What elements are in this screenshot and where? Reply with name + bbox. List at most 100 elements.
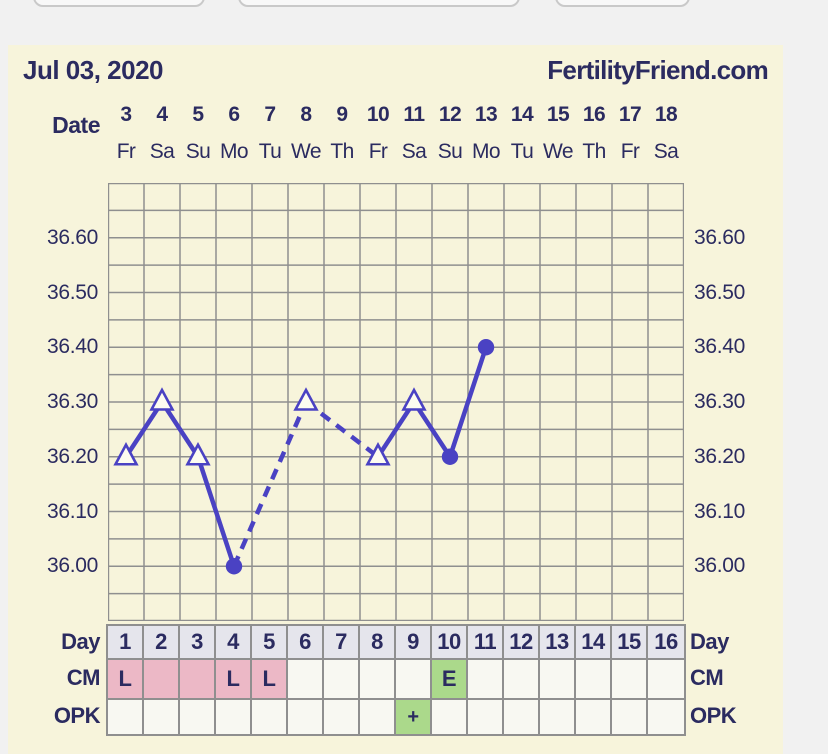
cm-cell[interactable] bbox=[360, 660, 396, 698]
weekday-tick: Fr bbox=[620, 140, 640, 163]
cm-cell[interactable] bbox=[648, 660, 684, 698]
temp-point-triangle[interactable] bbox=[365, 442, 391, 466]
day-cell[interactable]: 4 bbox=[216, 626, 252, 658]
opk-cell[interactable] bbox=[144, 700, 180, 734]
date-tick: 16 bbox=[582, 103, 606, 126]
cm-cell[interactable] bbox=[576, 660, 612, 698]
temp-tick: 36.50 bbox=[694, 280, 746, 304]
date-tick: 8 bbox=[300, 103, 312, 126]
day-cell[interactable]: 2 bbox=[144, 626, 180, 658]
opk-cell[interactable] bbox=[504, 700, 540, 734]
day-cell[interactable]: 12 bbox=[504, 626, 540, 658]
day-cell[interactable]: 1 bbox=[108, 626, 144, 658]
cm-cell[interactable] bbox=[396, 660, 432, 698]
temp-segment-solid bbox=[412, 400, 452, 458]
temp-tick: 36.20 bbox=[694, 444, 746, 468]
cm-cell[interactable] bbox=[540, 660, 576, 698]
temp-point-circle[interactable] bbox=[225, 558, 243, 575]
cm-cell[interactable] bbox=[180, 660, 216, 698]
day-cell[interactable]: 9 bbox=[396, 626, 432, 658]
weekday-tick: Fr bbox=[116, 140, 136, 163]
temp-tick: 36.10 bbox=[694, 499, 746, 523]
temp-tick: 36.40 bbox=[46, 335, 98, 359]
cm-cell[interactable]: L bbox=[216, 660, 252, 698]
opk-cell[interactable] bbox=[324, 700, 360, 734]
opk-cell[interactable] bbox=[216, 700, 252, 734]
day-cell[interactable]: 3 bbox=[180, 626, 216, 658]
opk-cell[interactable] bbox=[432, 700, 468, 734]
cm-cell[interactable] bbox=[288, 660, 324, 698]
weekday-tick: Tu bbox=[510, 140, 534, 163]
day-cell[interactable]: 6 bbox=[288, 626, 324, 658]
cm-cell[interactable] bbox=[612, 660, 648, 698]
cm-row-label-left: CM bbox=[66, 665, 101, 690]
day-cell[interactable]: 8 bbox=[360, 626, 396, 658]
weekday-tick: Mo bbox=[220, 140, 249, 163]
day-cell[interactable]: 14 bbox=[576, 626, 612, 658]
day-cell[interactable]: 15 bbox=[612, 626, 648, 658]
temp-point-triangle[interactable] bbox=[185, 442, 211, 466]
cm-cell[interactable] bbox=[324, 660, 360, 698]
weekday-tick: Th bbox=[582, 140, 606, 163]
top-toolbar-button-2[interactable] bbox=[238, 0, 520, 7]
fertilityfriend-brand-link[interactable]: FertilityFriend.com bbox=[547, 55, 768, 85]
opk-cell[interactable] bbox=[612, 700, 648, 734]
opk-row-label-left: OPK bbox=[53, 703, 101, 728]
cm-cell[interactable] bbox=[468, 660, 504, 698]
temp-point-circle[interactable] bbox=[477, 339, 495, 356]
day-cell[interactable]: 11 bbox=[468, 626, 504, 658]
bbt-chart-plot-area[interactable] bbox=[106, 181, 686, 623]
temp-point-triangle[interactable] bbox=[401, 387, 427, 411]
temp-point-triangle[interactable] bbox=[149, 387, 175, 411]
opk-cell[interactable] bbox=[648, 700, 684, 734]
temp-point-triangle[interactable] bbox=[293, 387, 319, 411]
date-tick: 7 bbox=[264, 103, 276, 126]
date-tick: 9 bbox=[336, 103, 348, 126]
temp-tick: 36.10 bbox=[46, 499, 98, 523]
date-tick: 11 bbox=[403, 103, 425, 126]
date-tick: 12 bbox=[438, 103, 462, 126]
date-tick: 14 bbox=[510, 103, 534, 126]
cm-cell[interactable]: E bbox=[432, 660, 468, 698]
opk-cell[interactable] bbox=[576, 700, 612, 734]
weekday-tick: Su bbox=[185, 140, 211, 163]
temp-segment-dashed bbox=[231, 401, 309, 568]
opk-cell[interactable] bbox=[468, 700, 504, 734]
day-row-label-right: Day bbox=[690, 629, 729, 654]
top-toolbar-button-3[interactable] bbox=[555, 0, 690, 7]
date-tick: 18 bbox=[654, 103, 678, 126]
day-cell[interactable]: 16 bbox=[648, 626, 684, 658]
cm-cell[interactable] bbox=[144, 660, 180, 698]
day-cell[interactable]: 13 bbox=[540, 626, 576, 658]
temp-segment-solid bbox=[447, 346, 489, 458]
date-tick: 13 bbox=[474, 103, 498, 126]
chart-date-title: Jul 03, 2020 bbox=[23, 55, 164, 85]
opk-cell[interactable] bbox=[252, 700, 288, 734]
date-tick: 5 bbox=[192, 103, 204, 126]
opk-cell[interactable] bbox=[108, 700, 144, 734]
day-number-row: 1 2 3 4 5 6 7 8 9 10 11 12 13 14 15 16 bbox=[106, 624, 686, 658]
day-cell[interactable]: 7 bbox=[324, 626, 360, 658]
temp-tick: 36.40 bbox=[694, 335, 746, 359]
opk-cell[interactable] bbox=[288, 700, 324, 734]
opk-cell[interactable] bbox=[540, 700, 576, 734]
weekday-tick: Mo bbox=[472, 140, 501, 163]
day-cell[interactable]: 10 bbox=[432, 626, 468, 658]
date-axis-label: Date bbox=[52, 112, 100, 138]
day-cell[interactable]: 5 bbox=[252, 626, 288, 658]
opk-cell[interactable]: + bbox=[396, 700, 432, 734]
weekday-tick: Tu bbox=[258, 140, 282, 163]
cm-cell[interactable]: L bbox=[108, 660, 144, 698]
date-tick: 10 bbox=[366, 103, 390, 126]
temp-point-circle[interactable] bbox=[441, 448, 459, 465]
cm-cell[interactable] bbox=[504, 660, 540, 698]
day-row-label-left: Day bbox=[61, 629, 100, 654]
top-toolbar-button-1[interactable] bbox=[33, 0, 205, 7]
date-tick: 3 bbox=[120, 103, 132, 126]
opk-cell[interactable] bbox=[180, 700, 216, 734]
temp-point-triangle[interactable] bbox=[113, 442, 139, 466]
cm-cell[interactable]: L bbox=[252, 660, 288, 698]
temp-tick: 36.30 bbox=[46, 390, 98, 413]
opk-cell[interactable] bbox=[360, 700, 396, 734]
date-tick: 15 bbox=[546, 103, 570, 126]
